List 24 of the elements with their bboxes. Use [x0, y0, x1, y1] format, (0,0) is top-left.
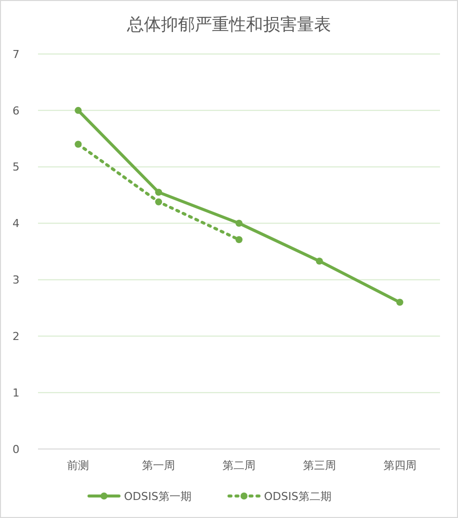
x-tick-label: 第一周: [142, 459, 176, 472]
legend-label: ODSIS第一期: [124, 490, 192, 503]
point: [396, 298, 404, 306]
x-tick-label: 第二周: [222, 459, 256, 472]
point: [236, 220, 242, 227]
point: [236, 236, 242, 244]
y-tick-label: 2: [12, 330, 20, 343]
legend-label: ODSIS第二期: [264, 490, 332, 503]
y-tick-label: 4: [12, 217, 20, 230]
x-tick-label: 第四周: [383, 459, 416, 472]
y-tick-label: 6: [12, 104, 20, 118]
y-tick-label: 5: [12, 160, 20, 174]
x-tick-label: 第三周: [302, 459, 336, 472]
point: [155, 188, 162, 196]
point: [155, 198, 162, 206]
point: [74, 106, 82, 114]
chart-title: 总体抑郁严重性和损害量表: [126, 15, 331, 35]
y-tick-label: 1: [12, 386, 20, 400]
x-tick-label: 前测: [67, 459, 90, 472]
point: [316, 258, 323, 265]
y-tick-label: 0: [12, 442, 20, 456]
point: [74, 140, 82, 148]
y-tick-label: 7: [12, 48, 20, 61]
y-tick-label: 3: [12, 274, 20, 287]
